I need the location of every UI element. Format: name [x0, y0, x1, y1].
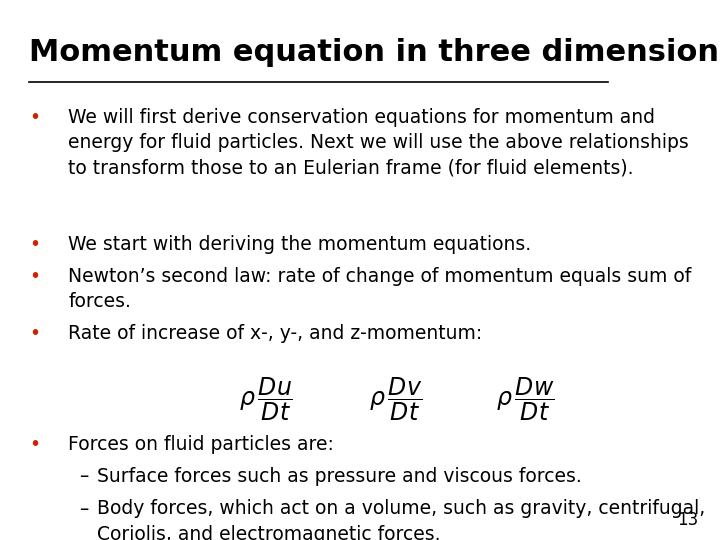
Text: 13: 13	[677, 511, 698, 529]
Text: Rate of increase of x-, y-, and z-momentum:: Rate of increase of x-, y-, and z-moment…	[68, 324, 482, 343]
Text: •: •	[29, 267, 40, 286]
Text: Surface forces such as pressure and viscous forces.: Surface forces such as pressure and visc…	[97, 467, 582, 486]
Text: •: •	[29, 235, 40, 254]
Text: Newton’s second law: rate of change of momentum equals sum of
forces.: Newton’s second law: rate of change of m…	[68, 267, 692, 311]
Text: $\rho\,\dfrac{Dw}{Dt}$: $\rho\,\dfrac{Dw}{Dt}$	[496, 375, 555, 423]
Text: –: –	[79, 467, 89, 486]
Text: Momentum equation in three dimensions: Momentum equation in three dimensions	[29, 38, 720, 67]
Text: –: –	[79, 500, 89, 518]
Text: •: •	[29, 108, 40, 127]
Text: Body forces, which act on a volume, such as gravity, centrifugal,
Coriolis, and : Body forces, which act on a volume, such…	[97, 500, 706, 540]
Text: We will first derive conservation equations for momentum and
energy for fluid pa: We will first derive conservation equati…	[68, 108, 689, 177]
Text: $\rho\,\dfrac{Dv}{Dt}$: $\rho\,\dfrac{Dv}{Dt}$	[369, 375, 423, 423]
Text: Forces on fluid particles are:: Forces on fluid particles are:	[68, 435, 334, 454]
Text: $\rho\,\dfrac{Du}{Dt}$: $\rho\,\dfrac{Du}{Dt}$	[240, 375, 293, 423]
Text: •: •	[29, 435, 40, 454]
Text: •: •	[29, 324, 40, 343]
Text: We start with deriving the momentum equations.: We start with deriving the momentum equa…	[68, 235, 531, 254]
